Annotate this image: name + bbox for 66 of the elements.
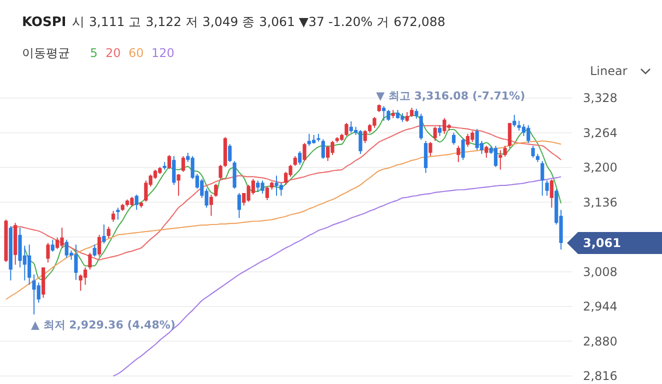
candlestick (452, 132, 456, 146)
y-tick-label: 2,816 (583, 369, 618, 384)
candlestick (237, 192, 241, 218)
chart-title: KOSPI (22, 15, 66, 30)
candlestick (438, 124, 442, 137)
chart-subtitle: 시 3,111 고 3,122 저 3,049 종 3,061 ▼37 -1.20% 거 672,088 (72, 14, 446, 29)
candlestick (363, 130, 367, 144)
text: Linear (590, 64, 628, 78)
candlestick (405, 112, 409, 122)
y-tick-label: 3,328 (583, 91, 618, 106)
candlestick (176, 174, 180, 196)
candlestick (50, 239, 54, 252)
candlestick (484, 145, 488, 158)
candlestick (83, 266, 88, 286)
candlestick (419, 113, 423, 140)
candlestick (214, 183, 218, 198)
candlestick (545, 180, 549, 196)
candlestick (531, 145, 535, 158)
text: 120 (152, 46, 174, 60)
candlestick (503, 145, 507, 158)
candlestick (102, 224, 106, 244)
candlestick (386, 109, 390, 122)
candlestick (181, 156, 186, 172)
text: 60 (128, 46, 144, 60)
text: 5 (90, 46, 98, 60)
candlestick (321, 138, 325, 160)
candlestick (167, 154, 172, 170)
candlestick (218, 164, 222, 180)
y-tick-label: 3,264 (583, 126, 618, 140)
candlestick (498, 150, 502, 170)
candlestick (540, 160, 544, 196)
legend-title: 이동평균 (22, 46, 70, 60)
candlestick (466, 133, 470, 148)
candlestick (134, 194, 138, 210)
candlestick (293, 156, 297, 166)
y-tick-label: 2,880 (583, 334, 618, 348)
candlestick (414, 108, 418, 120)
candlestick (410, 107, 414, 118)
annotation: ▲ 최저 2,929.36 (4.48%) (30, 318, 176, 332)
candlestick (106, 226, 110, 239)
candlestick (550, 178, 554, 208)
y-tick-label: 3,008 (583, 264, 618, 279)
annotation: ▼ 최고 3,316.08 (-7.71%) (376, 89, 526, 102)
candlestick (46, 242, 50, 264)
candlestick (428, 141, 432, 157)
candlestick (508, 122, 512, 148)
text: 3,061 (583, 236, 621, 250)
candlestick (228, 144, 232, 163)
y-tick-label: 3,136 (583, 195, 618, 210)
candlestick (97, 234, 102, 258)
candlestick (461, 138, 465, 160)
candlestick (302, 142, 306, 162)
candlestick (88, 252, 92, 270)
candlestick (172, 156, 176, 186)
candlestick (344, 122, 348, 137)
candlestick (456, 145, 460, 163)
y-tick-label: 3,200 (583, 160, 618, 175)
candlestick (433, 126, 437, 142)
candlestick (265, 186, 269, 201)
candlestick (92, 244, 96, 258)
candlestick (116, 207, 120, 220)
candlestick (298, 150, 302, 166)
candlestick (209, 194, 214, 216)
text: 20 (106, 46, 121, 60)
candlestick (111, 210, 116, 222)
y-tick-label: 2,944 (583, 300, 618, 314)
